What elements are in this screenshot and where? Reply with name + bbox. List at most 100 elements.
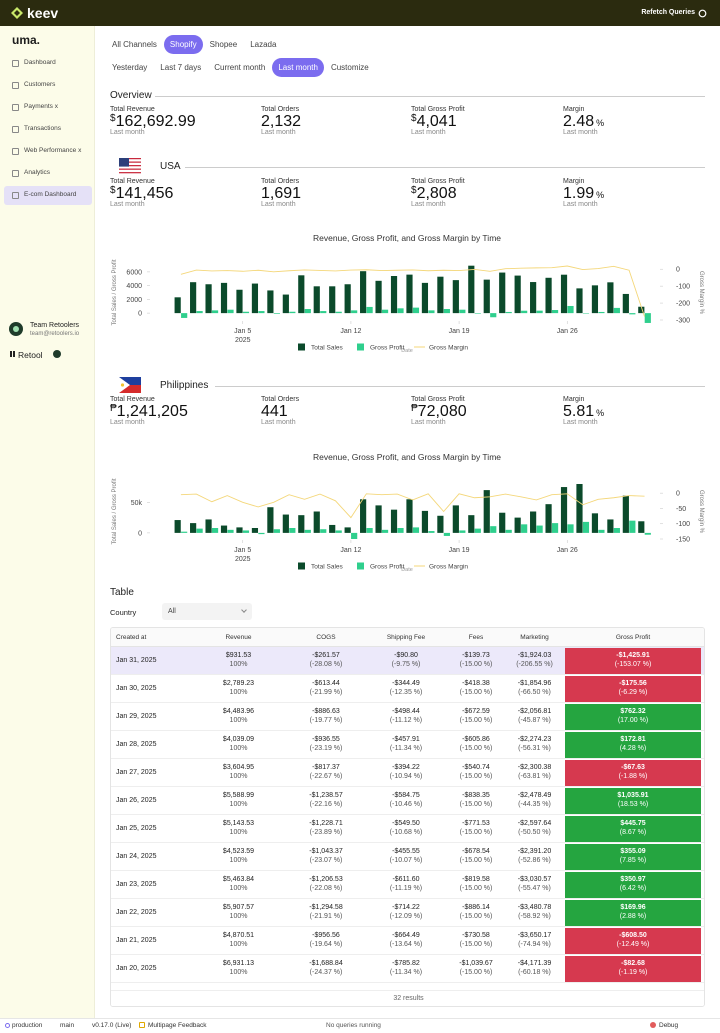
- tab[interactable]: All Channels: [112, 40, 157, 49]
- bar: [251, 283, 259, 314]
- cell-percent: (-15.00 %): [459, 689, 493, 696]
- metric-value: 2,132: [261, 113, 302, 130]
- nav-item[interactable]: Payments x: [4, 98, 92, 117]
- table-row[interactable]: Jan 29, 2025 $4,483.96 100% -$886.63 (-19.77…: [111, 703, 704, 731]
- nav-item[interactable]: Customers: [4, 76, 92, 95]
- filter-value: All: [168, 608, 176, 615]
- table-row[interactable]: Jan 26, 2025 $5,588.99 100% -$1,238.57 (-22.…: [111, 787, 704, 815]
- table-row[interactable]: Jan 27, 2025 $3,604.95 100% -$817.37 (-22.67…: [111, 759, 704, 787]
- bar: [638, 521, 645, 533]
- tab[interactable]: Shopify: [163, 35, 203, 54]
- bar: [560, 487, 568, 533]
- bar: [211, 528, 219, 533]
- tab[interactable]: Customize: [330, 63, 369, 72]
- cell-percent: 100%: [229, 969, 248, 976]
- nav-icon: [12, 192, 19, 199]
- cell-percent: (-10.94 %): [389, 773, 423, 780]
- tab-group: All Channels Shopify Shopee Lazada: [106, 35, 282, 54]
- status-debug[interactable]: Debug: [659, 1022, 679, 1029]
- bar: [174, 297, 181, 314]
- column-header: Marketing: [520, 634, 549, 641]
- profit-cell: [565, 928, 701, 954]
- bar: [211, 310, 219, 314]
- cell-percent: 100%: [229, 745, 248, 752]
- cell-percent: 100%: [229, 913, 248, 920]
- table-row[interactable]: Jan 28, 2025 $4,039.09 100% -$936.55 (-23.19…: [111, 731, 704, 759]
- bar: [242, 311, 250, 314]
- bar: [530, 511, 537, 533]
- x-tick-label: Jan 12: [340, 328, 361, 335]
- table-row[interactable]: Jan 23, 2025 $5,463.84 100% -$1,206.53 (-22.…: [111, 871, 704, 899]
- nav-label: Analytics: [24, 169, 51, 176]
- filter-dropdown[interactable]: All: [162, 603, 252, 620]
- legend-label: Total Sales: [311, 564, 344, 571]
- table-row[interactable]: Jan 24, 2025 $4,523.59 100% -$1,043.37 (-23.…: [111, 843, 704, 871]
- bar: [613, 307, 620, 314]
- debug-icon: [650, 1022, 656, 1028]
- bar: [428, 531, 435, 533]
- column-header: COGS: [316, 634, 336, 641]
- cell-percent: (-6.29 %): [618, 689, 648, 696]
- nav-item[interactable]: Web Performance x: [4, 142, 92, 161]
- nav-item[interactable]: Transactions: [4, 120, 92, 139]
- cell-amount: $5,907.57: [222, 904, 255, 911]
- cell-amount: -$771.53: [462, 820, 490, 827]
- table-row[interactable]: Jan 21, 2025 $4,870.51 100% -$956.56 (-19.64…: [111, 927, 704, 955]
- cell-percent: (-15.00 %): [459, 969, 493, 976]
- table-row[interactable]: Jan 20, 2025 $6,931.13 100% -$1,688.84 (-24.…: [111, 955, 704, 983]
- status-branch[interactable]: main: [60, 1022, 75, 1029]
- status-env[interactable]: production: [12, 1022, 43, 1029]
- flag: [119, 377, 141, 393]
- cell-percent: (-22.16 %): [309, 801, 343, 808]
- y-tick-label: 0: [138, 530, 142, 537]
- cell-percent: (8.67 %): [619, 829, 647, 836]
- metric-value-line: $162,692.99: [110, 113, 196, 131]
- status-version[interactable]: v0.17.0 (Live): [92, 1022, 132, 1029]
- table-row[interactable]: Jan 31, 2025 $931.53 100% -$261.57 (-28.08 %…: [111, 647, 704, 675]
- nav-item[interactable]: E-com Dashboard: [4, 186, 92, 205]
- refresh-icon[interactable]: [698, 9, 707, 18]
- table-row[interactable]: Jan 22, 2025 $5,907.57 100% -$1,294.58 (-21.…: [111, 899, 704, 927]
- nav-icon: [12, 104, 19, 111]
- nav-item[interactable]: Dashboard: [4, 54, 92, 73]
- tab[interactable]: Yesterday: [112, 63, 148, 72]
- y-tick-label: 0: [138, 311, 142, 318]
- metric: Total Revenue $141,456 Last month: [110, 178, 250, 210]
- metric-value: 72,080: [417, 403, 467, 420]
- cell-percent: 100%: [229, 829, 248, 836]
- cell-percent: (-9.75 %): [391, 661, 421, 668]
- table-row[interactable]: Jan 30, 2025 $2,789.23 100% -$613.44 (-21.99…: [111, 675, 704, 703]
- nav-item[interactable]: Analytics: [4, 164, 92, 183]
- cell-amount: $172.81: [620, 736, 646, 743]
- bar: [452, 280, 459, 314]
- bar: [607, 519, 614, 533]
- env-badge[interactable]: [53, 350, 61, 358]
- cell-amount: -$3,480.78: [517, 904, 552, 911]
- bar: [196, 528, 203, 533]
- cell-amount: -$1,206.53: [309, 876, 343, 883]
- tab[interactable]: Shopee: [209, 40, 238, 49]
- cell-amount: -$819.58: [462, 876, 490, 883]
- table-row[interactable]: Jan 25, 2025 $5,143.53 100% -$1,228.71 (-23.…: [111, 815, 704, 843]
- status-feedback[interactable]: Multipage Feedback: [148, 1022, 207, 1029]
- metric-currency: ₱: [411, 403, 418, 414]
- section-title: Overview: [110, 90, 152, 101]
- date-cell: Jan 26, 2025: [116, 797, 157, 804]
- tab[interactable]: Current month: [214, 63, 266, 72]
- team-email: team@retoolers.io: [30, 331, 80, 337]
- date-cell: Jan 27, 2025: [116, 769, 157, 776]
- cell-amount: -$1,043.37: [309, 848, 343, 855]
- tab[interactable]: Lazada: [250, 40, 277, 49]
- flag-canton: [119, 158, 129, 167]
- cell-amount: -$664.49: [392, 932, 420, 939]
- refetch-button[interactable]: Refetch Queries: [641, 9, 695, 16]
- metric-label: Margin: [563, 396, 585, 403]
- metric-value: 2,808: [416, 185, 457, 202]
- bar: [452, 505, 459, 533]
- tab[interactable]: Last 7 days: [160, 63, 202, 72]
- cell-percent: (18.53 %): [617, 801, 649, 808]
- tab[interactable]: Last month: [272, 58, 324, 77]
- x-sublabel: 2025: [235, 337, 251, 344]
- cell-amount: -$956.56: [312, 932, 340, 939]
- cell-amount: -$418.38: [462, 680, 490, 687]
